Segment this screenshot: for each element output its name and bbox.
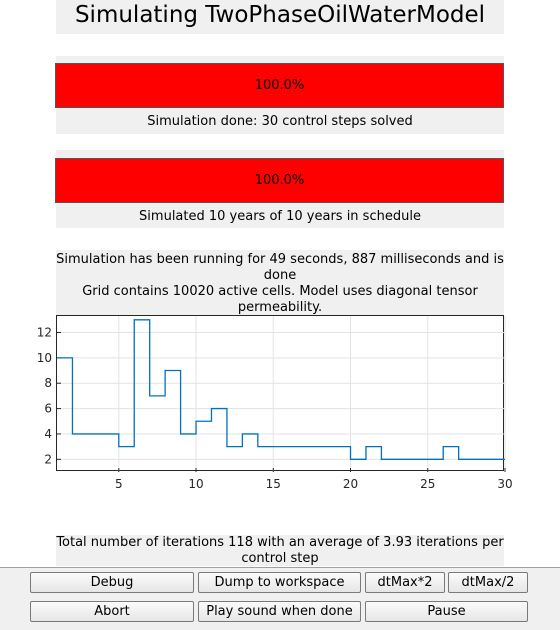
x-tick-label: 30 xyxy=(497,477,512,491)
window-title: Simulating TwoPhaseOilWaterModel xyxy=(56,0,504,34)
x-tick-label: 10 xyxy=(188,477,203,491)
iterations-summary: Total number of iterations 118 with an a… xyxy=(56,535,504,566)
control-steps-status: Simulation done: 30 control steps solved xyxy=(147,114,413,129)
play-sound-button[interactable]: Play sound when done xyxy=(198,601,361,622)
schedule-progress-bar: 100.0% xyxy=(55,158,504,203)
iterations-chart: 5 10 15 20 25 30 2 4 6 8 10 12 xyxy=(37,315,513,491)
x-tick-label: 5 xyxy=(115,477,123,491)
x-tick-label: 20 xyxy=(343,477,358,491)
y-tick-label: 6 xyxy=(44,402,52,416)
y-tick-label: 12 xyxy=(37,325,52,339)
y-tick-label: 4 xyxy=(44,427,52,441)
x-tick-label: 15 xyxy=(266,477,281,491)
grid-info-text: Grid contains 10020 active cells. Model … xyxy=(82,284,478,315)
y-tick-label: 10 xyxy=(37,351,52,365)
schedule-status: Simulated 10 years of 10 years in schedu… xyxy=(139,209,421,224)
dtmax-double-button[interactable]: dtMax*2 xyxy=(365,572,445,593)
iterations-series-line xyxy=(57,319,505,460)
abort-button[interactable]: Abort xyxy=(30,601,194,622)
y-tick-label: 2 xyxy=(44,452,52,466)
control-steps-progress-bar: 100.0% xyxy=(55,63,504,108)
schedule-progress-label: 100.0% xyxy=(254,173,305,188)
info-panel: Simulation has been running for 49 secon… xyxy=(56,250,504,316)
runtime-text: Simulation has been running for 49 secon… xyxy=(56,252,504,283)
y-tick-label: 8 xyxy=(44,376,52,390)
x-tick-label: 25 xyxy=(420,477,435,491)
debug-button[interactable]: Debug xyxy=(30,572,194,593)
pause-button[interactable]: Pause xyxy=(365,601,528,622)
iterations-chart-svg: 5 10 15 20 25 30 2 4 6 8 10 12 xyxy=(37,316,513,491)
dtmax-half-button[interactable]: dtMax/2 xyxy=(448,572,528,593)
dump-to-workspace-button[interactable]: Dump to workspace xyxy=(198,572,361,593)
control-button-panel: Debug Dump to workspace dtMax*2 dtMax/2 … xyxy=(0,567,560,630)
control-steps-progress-label: 100.0% xyxy=(254,78,305,93)
